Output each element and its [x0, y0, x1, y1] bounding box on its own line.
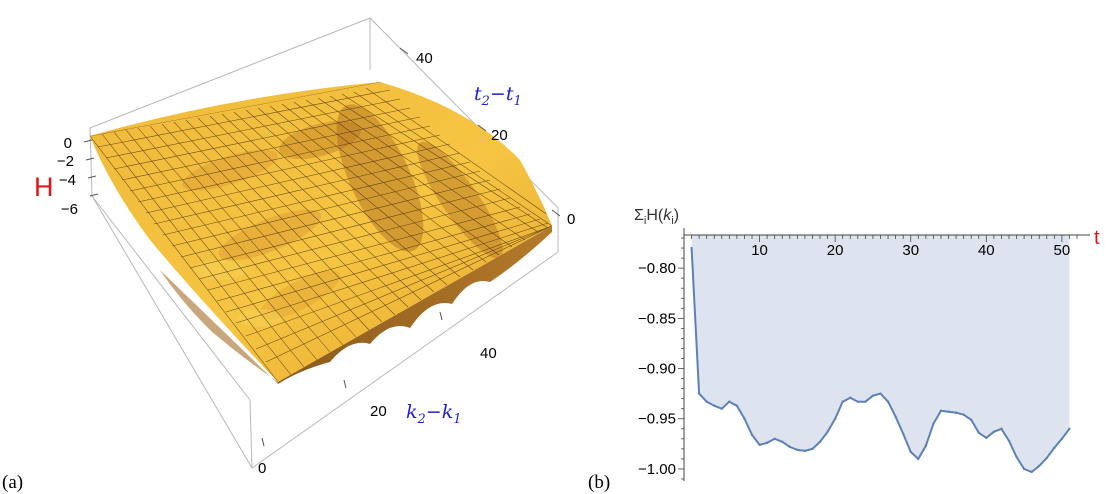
data-point-38 [969, 418, 973, 421]
data-point-41 [992, 430, 996, 434]
data-point-44 [1015, 455, 1018, 459]
x-axis-label: t [1094, 227, 1100, 249]
data-point-24 [864, 400, 867, 403]
data-point-34 [939, 409, 943, 412]
data-point-19 [826, 430, 829, 434]
surface-plot: 0 −2 −4 −6 H 40 20 0 t2−t1 0 20 40 k2−k1… [2, 17, 575, 493]
data-point-13 [781, 440, 784, 444]
h-tick-0: 0 [64, 135, 72, 152]
h-tick-minus6: −6 [61, 201, 78, 218]
y-tick-label: −0.80 [638, 260, 676, 277]
data-point-28 [894, 415, 897, 418]
surface [90, 82, 552, 384]
data-point-5 [720, 407, 723, 410]
area-fill [691, 235, 1070, 472]
x-tick-label-40: 40 [978, 242, 995, 259]
data-point-4 [713, 404, 716, 407]
data-point-10 [758, 443, 761, 447]
k-tick-20: 20 [370, 403, 387, 420]
data-point-36 [954, 411, 958, 414]
k-tick-0: 0 [258, 460, 266, 477]
data-point-31 [917, 457, 920, 461]
data-point-14 [788, 445, 792, 449]
y-axis: −0.80 −0.85 −0.90 −0.95 −1.00 [638, 228, 685, 481]
area-chart: 10 20 30 40 50 −0.80 −0.85 −0.90 −0.95 −1.00 ΣiH… [588, 207, 1100, 493]
data-point-29 [901, 432, 905, 436]
data-point-27 [886, 400, 890, 403]
t-tick-20: 20 [491, 127, 508, 144]
data-point-32 [924, 444, 928, 448]
h-axis: 0 −2 −4 −6 H [34, 135, 99, 218]
data-point-33 [932, 422, 935, 425]
data-point-16 [803, 449, 807, 453]
x-tick-label-10: 10 [751, 242, 768, 259]
t-axis-label: t2−t1 [474, 83, 522, 109]
data-point-26 [879, 392, 882, 395]
k-axis-label: k2−k1 [406, 401, 462, 427]
data-point-51 [1068, 427, 1071, 430]
data-point-20 [833, 417, 837, 420]
y-tick-label: −0.95 [638, 411, 676, 428]
data-point-50 [1060, 437, 1064, 441]
data-point-48 [1045, 456, 1048, 460]
data-point-40 [985, 436, 988, 440]
surface-front-edge [278, 226, 552, 384]
data-point-18 [818, 440, 822, 444]
data-point-3 [705, 400, 708, 403]
data-point-12 [773, 437, 776, 441]
k-tick-40: 40 [480, 345, 497, 362]
data-point-2 [697, 392, 701, 395]
x-axis: 10 20 30 40 50 [684, 234, 1090, 259]
data-point-1 [690, 246, 693, 250]
data-point-42 [1000, 427, 1003, 430]
panel-a-label: (a) [2, 472, 23, 493]
data-point-47 [1038, 464, 1041, 468]
data-point-35 [947, 410, 950, 413]
surface-mesh [90, 82, 552, 382]
y-tick-label: −0.90 [638, 361, 676, 378]
data-point-15 [796, 448, 799, 452]
x-tick-label-50: 50 [1054, 242, 1071, 259]
data-point-11 [765, 441, 769, 445]
data-point-37 [962, 413, 965, 416]
x-tick-label-20: 20 [827, 242, 844, 259]
h-axis-label: H [34, 172, 54, 202]
data-point-39 [977, 431, 980, 435]
t-axis: 40 20 0 t2−t1 [399, 47, 575, 228]
data-point-30 [909, 450, 912, 454]
data-point-49 [1053, 446, 1056, 450]
data-point-23 [856, 400, 860, 403]
panel-b-label: (b) [588, 472, 610, 493]
k-axis: 0 20 40 k2−k1 [258, 311, 497, 477]
t-tick-0: 0 [567, 211, 575, 228]
data-point-22 [849, 396, 852, 399]
data-point-6 [728, 400, 731, 403]
data-point-9 [750, 433, 754, 437]
data-point-17 [811, 447, 814, 451]
y-tick-label: −0.85 [638, 310, 676, 327]
y-tick-label: −1.00 [638, 461, 676, 478]
data-points [690, 246, 1071, 474]
x-tick-label-30: 30 [902, 242, 919, 259]
data-point-43 [1007, 439, 1011, 443]
data-point-25 [871, 394, 875, 397]
data-point-45 [1022, 467, 1026, 471]
h-tick-minus4: −4 [59, 172, 76, 189]
t-tick-40: 40 [416, 50, 433, 67]
data-point-7 [735, 404, 739, 407]
chart-title: ΣiH(ki) [634, 207, 679, 227]
surface-side-edge [160, 270, 278, 384]
data-point-8 [743, 417, 746, 420]
data-point-21 [841, 400, 844, 403]
h-tick-minus2: −2 [57, 153, 74, 170]
data-point-46 [1030, 470, 1033, 474]
